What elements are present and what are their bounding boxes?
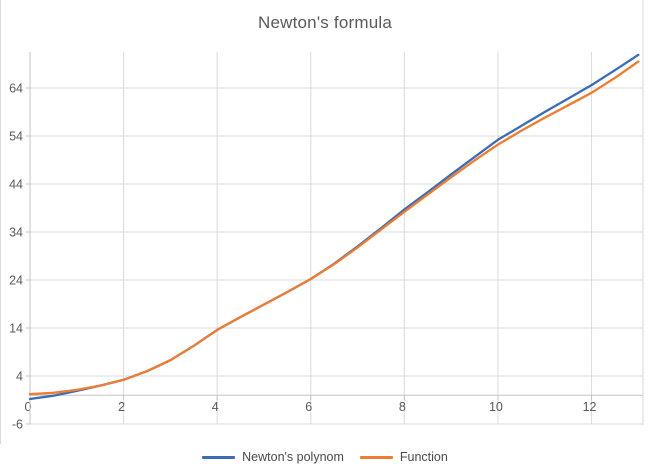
y-tick-label: 64 — [9, 82, 23, 96]
y-tick-label: -6 — [12, 418, 23, 432]
chart-legend: Newton's polynom Function — [0, 450, 650, 464]
x-tick-label: 12 — [583, 400, 597, 414]
series-line-function — [28, 60, 640, 396]
x-tick-label: 0 — [25, 400, 32, 414]
x-tick-label: 6 — [305, 400, 312, 414]
y-tick-label: 24 — [9, 274, 23, 288]
chart-title: Newton's formula — [258, 13, 392, 32]
x-tick-label: 4 — [212, 400, 219, 414]
legend-item-newtons-polynom: Newton's polynom — [202, 450, 344, 464]
y-tick-label: 34 — [9, 226, 23, 240]
legend-line-swatch — [359, 455, 393, 459]
legend-label: Newton's polynom — [242, 450, 344, 464]
legend-line-swatch — [202, 455, 236, 459]
x-tick-label: 10 — [489, 400, 503, 414]
y-tick-label: 14 — [9, 322, 23, 336]
legend-label: Function — [399, 450, 448, 464]
y-tick-label: 54 — [9, 130, 23, 144]
y-tick-label: 4 — [16, 370, 23, 384]
x-tick-label: 8 — [399, 400, 406, 414]
series-line-newton-s-polynom — [28, 53, 640, 401]
y-tick-label: 44 — [9, 178, 23, 192]
x-tick-label: 2 — [118, 400, 125, 414]
legend-item-function: Function — [359, 450, 448, 464]
